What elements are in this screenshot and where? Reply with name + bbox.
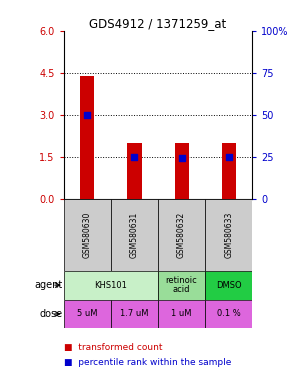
Bar — [158, 199, 205, 271]
Bar — [175, 143, 189, 199]
Bar — [64, 271, 158, 300]
Bar — [205, 271, 252, 300]
Text: DMSO: DMSO — [216, 281, 242, 290]
Text: retinoic
acid: retinoic acid — [166, 276, 197, 295]
Text: KHS101: KHS101 — [95, 281, 127, 290]
Bar — [111, 199, 158, 271]
Point — [132, 154, 137, 160]
Point — [226, 154, 231, 160]
Bar — [205, 300, 252, 328]
Point — [85, 112, 90, 118]
Bar — [64, 199, 111, 271]
Bar — [80, 76, 95, 199]
Text: GSM580633: GSM580633 — [224, 212, 233, 258]
Text: 1 uM: 1 uM — [171, 310, 192, 318]
Text: 1.7 uM: 1.7 uM — [120, 310, 149, 318]
Title: GDS4912 / 1371259_at: GDS4912 / 1371259_at — [89, 17, 227, 30]
Bar — [205, 199, 252, 271]
Text: 5 uM: 5 uM — [77, 310, 98, 318]
Bar — [127, 143, 142, 199]
Bar — [222, 143, 236, 199]
Bar — [158, 300, 205, 328]
Bar — [158, 271, 205, 300]
Text: GSM580632: GSM580632 — [177, 212, 186, 258]
Text: ■  percentile rank within the sample: ■ percentile rank within the sample — [64, 358, 231, 367]
Text: ■  transformed count: ■ transformed count — [64, 343, 162, 352]
Bar — [111, 300, 158, 328]
Text: GSM580630: GSM580630 — [83, 212, 92, 258]
Text: agent: agent — [35, 280, 63, 290]
Point — [179, 155, 184, 161]
Text: GSM580631: GSM580631 — [130, 212, 139, 258]
Text: 0.1 %: 0.1 % — [217, 310, 241, 318]
Text: dose: dose — [40, 309, 63, 319]
Bar — [64, 300, 111, 328]
